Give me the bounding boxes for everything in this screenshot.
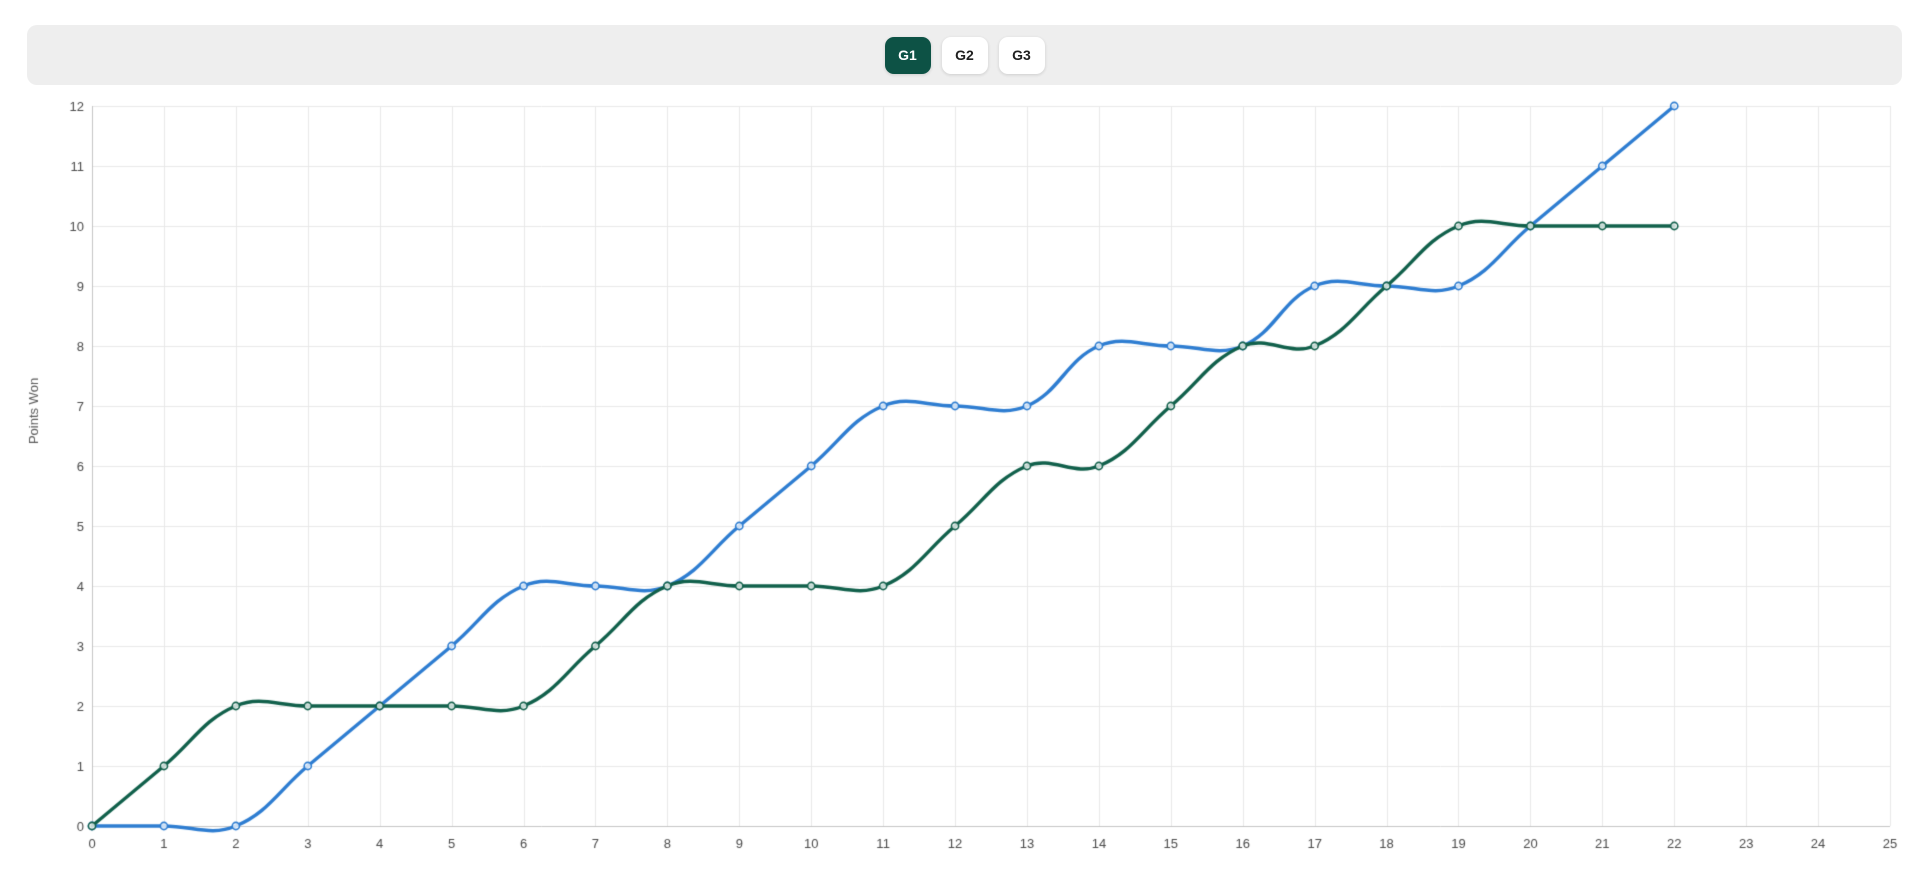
game-tab-bar: G1 G2 G3 [27, 25, 1902, 85]
tab-g2[interactable]: G2 [941, 36, 988, 74]
tab-g3[interactable]: G3 [998, 36, 1045, 74]
tab-g1[interactable]: G1 [884, 36, 931, 74]
